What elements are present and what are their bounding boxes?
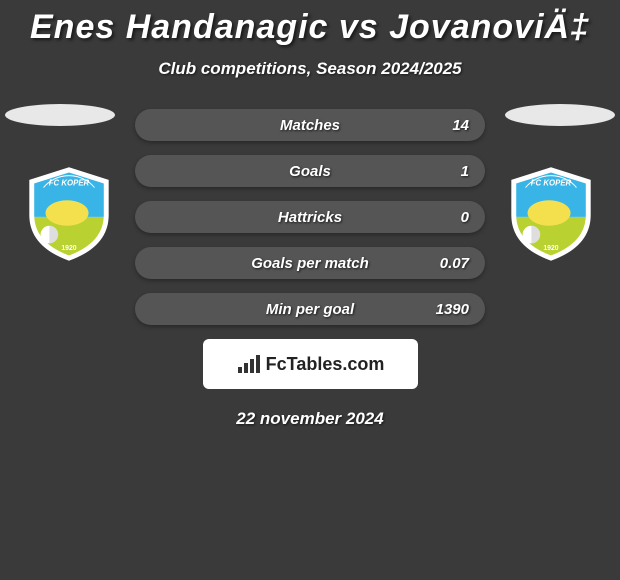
badge-year: 1920 (61, 245, 76, 252)
stat-value-right: 0 (461, 209, 469, 226)
badge-year: 1920 (543, 245, 558, 252)
stat-value-right: 1 (461, 163, 469, 180)
stats-area: FC KOPER 1920 FC KOPER (0, 109, 620, 325)
stat-row: Goals 1 (135, 155, 485, 187)
shield-icon: FC KOPER 1920 (502, 164, 600, 262)
club-badge-left: FC KOPER 1920 (20, 164, 118, 262)
page-title: Enes Handanagic vs JovanoviÄ‡ (0, 8, 620, 47)
player-avatar-left (5, 104, 115, 126)
club-badge-right: FC KOPER 1920 (502, 164, 600, 262)
badge-club-name: FC KOPER (49, 179, 90, 188)
stat-value-right: 1390 (436, 301, 469, 318)
badge-club-name: FC KOPER (531, 179, 572, 188)
comparison-card: Enes Handanagic vs JovanoviÄ‡ Club compe… (0, 0, 620, 429)
brand-box[interactable]: FcTables.com (203, 339, 418, 389)
footer-date: 22 november 2024 (0, 409, 620, 429)
brand-text: FcTables.com (266, 354, 385, 375)
stat-row: Min per goal 1390 (135, 293, 485, 325)
brand-suffix: .com (342, 354, 384, 374)
brand-prefix: Fc (266, 354, 287, 374)
stat-value-right: 0.07 (440, 255, 469, 272)
brand-bold: Tables (287, 354, 343, 374)
stat-label: Hattricks (278, 209, 342, 226)
stat-row: Goals per match 0.07 (135, 247, 485, 279)
stat-label: Matches (280, 117, 340, 134)
chart-bars-icon (236, 353, 262, 375)
stat-label: Min per goal (266, 301, 354, 318)
page-subtitle: Club competitions, Season 2024/2025 (0, 59, 620, 79)
stat-value-right: 14 (452, 117, 469, 134)
shield-icon: FC KOPER 1920 (20, 164, 118, 262)
player-avatar-right (505, 104, 615, 126)
stat-label: Goals per match (251, 255, 369, 272)
stat-rows: Matches 14 Goals 1 Hattricks 0 Goals per… (135, 109, 485, 325)
stat-row: Matches 14 (135, 109, 485, 141)
stat-label: Goals (289, 163, 331, 180)
stat-row: Hattricks 0 (135, 201, 485, 233)
